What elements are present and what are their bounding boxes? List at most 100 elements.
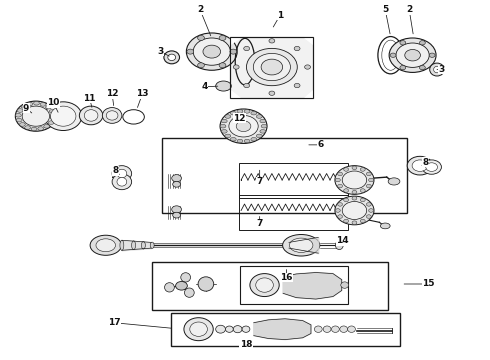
Ellipse shape — [33, 102, 39, 105]
Polygon shape — [304, 90, 314, 98]
Ellipse shape — [168, 54, 175, 60]
Ellipse shape — [412, 160, 428, 171]
Ellipse shape — [233, 65, 239, 69]
Ellipse shape — [49, 109, 55, 113]
Ellipse shape — [220, 109, 267, 143]
Ellipse shape — [341, 282, 348, 288]
Text: 12: 12 — [233, 114, 245, 123]
Ellipse shape — [15, 101, 56, 131]
Ellipse shape — [172, 181, 180, 187]
Ellipse shape — [22, 106, 49, 126]
Ellipse shape — [244, 46, 249, 51]
Ellipse shape — [117, 169, 127, 178]
Ellipse shape — [269, 91, 275, 95]
Ellipse shape — [102, 108, 122, 123]
Ellipse shape — [175, 282, 187, 290]
Ellipse shape — [367, 215, 371, 219]
Ellipse shape — [367, 203, 371, 206]
Ellipse shape — [426, 163, 438, 171]
Ellipse shape — [117, 177, 127, 186]
Ellipse shape — [400, 41, 406, 45]
Text: 18: 18 — [240, 341, 252, 350]
Ellipse shape — [283, 234, 320, 256]
Ellipse shape — [338, 172, 343, 176]
Ellipse shape — [250, 274, 279, 297]
Ellipse shape — [186, 33, 237, 70]
Ellipse shape — [389, 38, 436, 72]
Ellipse shape — [343, 168, 348, 171]
Ellipse shape — [368, 178, 373, 182]
Polygon shape — [254, 319, 311, 339]
Ellipse shape — [256, 115, 262, 118]
Ellipse shape — [44, 125, 49, 128]
Ellipse shape — [340, 326, 347, 332]
Ellipse shape — [315, 326, 322, 332]
Ellipse shape — [84, 110, 98, 121]
Ellipse shape — [216, 81, 231, 91]
Ellipse shape — [20, 123, 25, 126]
Text: 5: 5 — [382, 5, 389, 14]
Ellipse shape — [16, 118, 22, 122]
Ellipse shape — [396, 43, 429, 67]
Ellipse shape — [230, 138, 236, 141]
Ellipse shape — [230, 111, 236, 115]
Ellipse shape — [132, 241, 136, 250]
Ellipse shape — [430, 63, 444, 76]
Ellipse shape — [367, 172, 371, 176]
Ellipse shape — [335, 241, 343, 249]
Ellipse shape — [338, 215, 343, 219]
Text: 6: 6 — [318, 140, 324, 149]
Ellipse shape — [294, 84, 300, 88]
Ellipse shape — [419, 66, 425, 70]
Text: 2: 2 — [406, 5, 412, 14]
Ellipse shape — [290, 238, 313, 252]
Ellipse shape — [244, 109, 250, 113]
Ellipse shape — [368, 209, 373, 212]
Ellipse shape — [38, 127, 44, 130]
Text: 17: 17 — [108, 318, 121, 327]
Ellipse shape — [225, 134, 231, 138]
Text: 11: 11 — [83, 94, 96, 103]
Ellipse shape — [260, 130, 266, 133]
Ellipse shape — [15, 113, 21, 117]
Ellipse shape — [172, 175, 181, 182]
Ellipse shape — [338, 184, 343, 188]
Ellipse shape — [335, 166, 374, 194]
Ellipse shape — [219, 35, 226, 40]
Ellipse shape — [352, 221, 357, 225]
Bar — [239, 195, 347, 230]
Ellipse shape — [422, 160, 441, 174]
Ellipse shape — [219, 63, 226, 68]
Ellipse shape — [21, 105, 27, 108]
Ellipse shape — [40, 103, 46, 106]
Ellipse shape — [229, 116, 258, 137]
Ellipse shape — [197, 63, 204, 68]
Ellipse shape — [261, 59, 283, 75]
Ellipse shape — [380, 223, 390, 229]
Ellipse shape — [27, 102, 33, 106]
Ellipse shape — [242, 326, 250, 332]
Ellipse shape — [352, 190, 357, 194]
Ellipse shape — [367, 184, 371, 188]
Ellipse shape — [31, 127, 37, 131]
Ellipse shape — [225, 115, 231, 118]
Ellipse shape — [142, 242, 146, 249]
Ellipse shape — [220, 125, 226, 128]
Ellipse shape — [429, 53, 435, 57]
Ellipse shape — [197, 35, 204, 40]
Ellipse shape — [335, 196, 374, 225]
Ellipse shape — [342, 202, 367, 220]
Ellipse shape — [221, 119, 227, 123]
Polygon shape — [230, 90, 240, 98]
Text: 4: 4 — [202, 82, 208, 91]
Text: 12: 12 — [106, 89, 119, 98]
Bar — [230, 37, 314, 98]
Ellipse shape — [253, 53, 291, 81]
Ellipse shape — [90, 235, 122, 255]
Text: 15: 15 — [422, 279, 435, 288]
Ellipse shape — [79, 106, 103, 125]
Bar — [171, 313, 400, 346]
Text: 7: 7 — [256, 219, 263, 228]
Ellipse shape — [251, 138, 257, 141]
Bar — [230, 37, 314, 98]
